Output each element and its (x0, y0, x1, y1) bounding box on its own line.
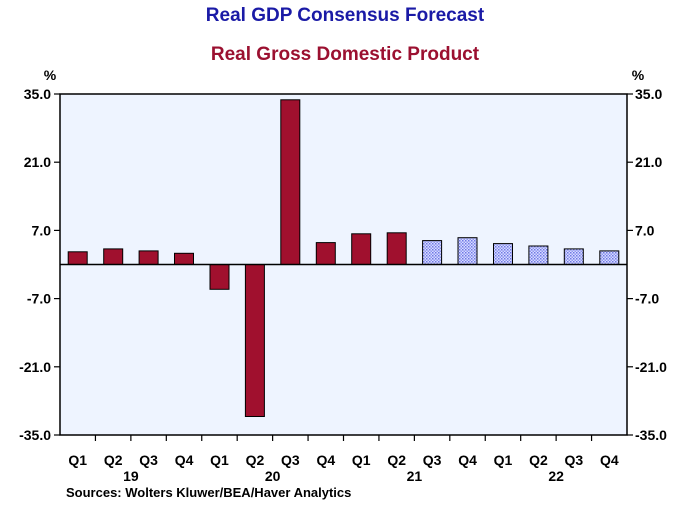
left-tick-label: 7.0 (32, 222, 52, 238)
x-tick-label: Q4 (458, 452, 477, 468)
x-axis: Q1 Q2 Q3 Q4 Q1 Q2 Q3 Q4 Q1 Q2 Q3 Q4 Q1 Q2 Q3 Q4 (68, 435, 619, 468)
year-label: 21 (407, 468, 423, 484)
x-tick-label: Q3 (281, 452, 300, 468)
x-tick-label: Q3 (423, 452, 442, 468)
actual-bar-5 (244, 264, 265, 417)
x-tick-label: Q4 (316, 452, 335, 468)
actual-bar-6 (280, 99, 301, 265)
left-tick-label: 21.0 (24, 154, 51, 170)
left-tick-label: -7.0 (27, 291, 51, 307)
right-unit-label: % (632, 67, 645, 83)
x-tick-label: Q3 (565, 452, 584, 468)
left-tick-label: -35.0 (19, 427, 51, 443)
x-tick-label: Q1 (210, 452, 229, 468)
x-tick-label: Q2 (104, 452, 123, 468)
forecast-bar-10 (422, 240, 443, 266)
forecast-bar-15 (599, 250, 620, 265)
year-label: 22 (548, 468, 564, 484)
x-tick-label: Q1 (494, 452, 513, 468)
right-tick-label: 35.0 (635, 86, 662, 102)
x-tick-label: Q1 (68, 452, 87, 468)
actual-bar-0 (67, 251, 88, 266)
actual-bar-2 (138, 250, 159, 265)
year-labels: 19 20 21 22 (123, 468, 564, 484)
left-tick-label: -21.0 (19, 359, 51, 375)
forecast-bar-12 (493, 243, 513, 266)
x-tick-label: Q2 (246, 452, 265, 468)
chart-title: Real GDP Consensus Forecast (206, 5, 485, 26)
x-tick-label: Q2 (529, 452, 548, 468)
year-label: 20 (265, 468, 281, 484)
year-label: 19 (123, 468, 139, 484)
x-tick-label: Q4 (600, 452, 619, 468)
x-tick-label: Q2 (387, 452, 406, 468)
right-tick-label: -35.0 (635, 427, 667, 443)
right-tick-label: 21.0 (635, 154, 662, 170)
x-tick-label: Q4 (175, 452, 194, 468)
left-axis: 35.0 21.0 7.0 -7.0 -21.0 -35.0 (19, 86, 60, 443)
right-axis: 35.0 21.0 7.0 -7.0 -21.0 -35.0 (627, 86, 667, 443)
forecast-bar-11 (457, 237, 478, 265)
actual-bar-4 (209, 264, 230, 290)
actual-bar-9 (386, 232, 407, 266)
right-tick-label: 7.0 (635, 222, 655, 238)
right-tick-label: -21.0 (635, 359, 667, 375)
forecast-bar-14 (563, 248, 584, 265)
x-tick-label: Q3 (139, 452, 158, 468)
source-note: Sources: Wolters Kluwer/BEA/Haver Analyt… (66, 485, 351, 500)
chart-subtitle: Real Gross Domestic Product (211, 44, 480, 65)
actual-bar-3 (174, 252, 194, 266)
x-tick-label: Q1 (352, 452, 371, 468)
actual-bar-8 (351, 233, 372, 266)
actual-bar-1 (103, 248, 124, 265)
actual-bar-7 (315, 242, 336, 266)
forecast-bar-13 (528, 245, 549, 265)
left-tick-label: 35.0 (24, 86, 51, 102)
left-unit-label: % (44, 67, 57, 83)
right-tick-label: -7.0 (635, 291, 659, 307)
